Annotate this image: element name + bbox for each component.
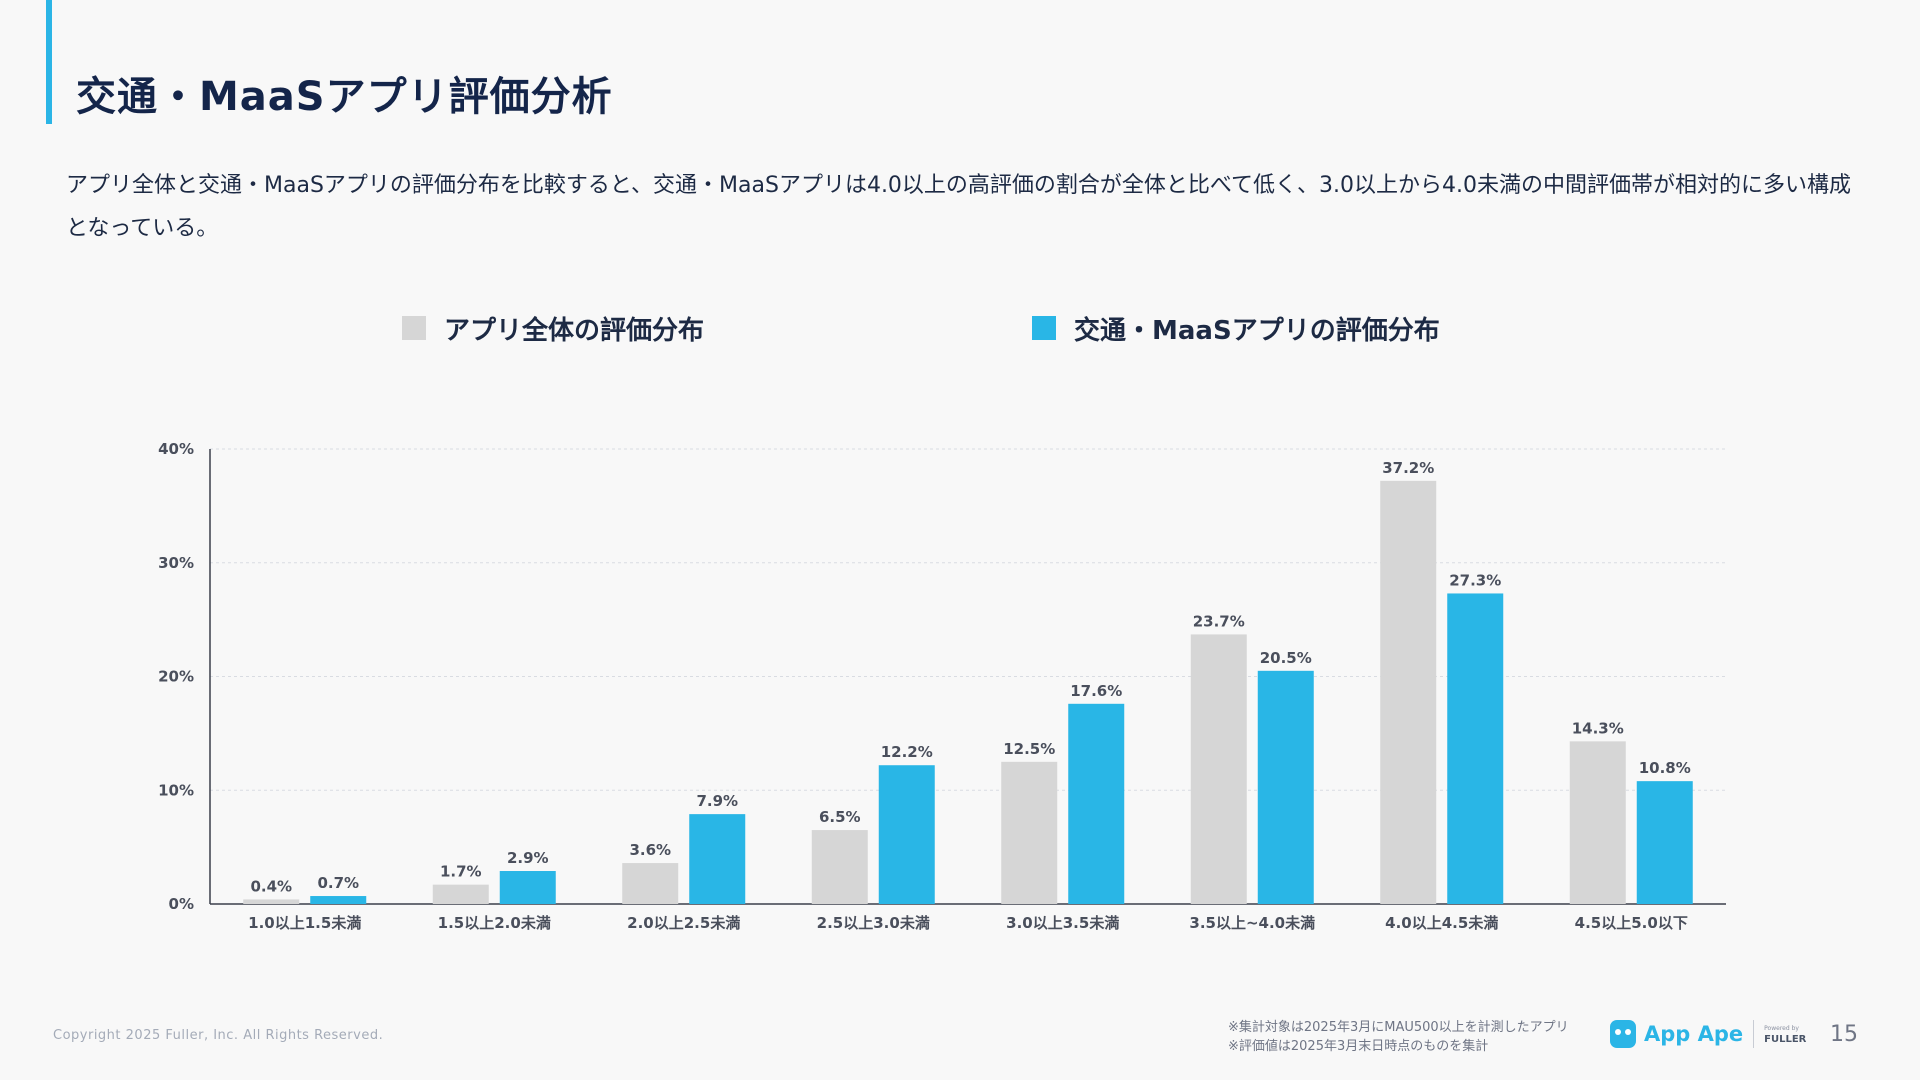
data-label-maas: 7.9% (696, 792, 738, 810)
data-label-all: 3.6% (629, 841, 671, 859)
x-tick-label: 2.0以上2.5未満 (627, 914, 740, 932)
data-label-all: 6.5% (819, 808, 861, 826)
brand-powered-by: Powered by FULLER (1764, 1023, 1806, 1045)
x-tick-label: 4.5以上5.0以下 (1575, 914, 1688, 932)
bar-maas (1068, 703, 1125, 904)
legend-item-maas: 交通・MaaSアプリの評価分布 (1032, 310, 1440, 346)
data-label-all: 37.2% (1382, 459, 1434, 477)
data-label-maas: 0.7% (317, 874, 359, 892)
page-title: 交通・MaaSアプリ評価分析 (76, 74, 613, 120)
data-label-all: 14.3% (1572, 719, 1624, 737)
chart-legend: アプリ全体の評価分布 交通・MaaSアプリの評価分布 (0, 310, 1920, 346)
brand-company: FULLER (1764, 1034, 1807, 1045)
bar-all (622, 863, 679, 904)
brand-powered-label: Powered by (1764, 1025, 1799, 1032)
brand-logo: App Ape Powered by FULLER (1610, 1018, 1806, 1050)
x-tick-label: 3.5以上~4.0未満 (1189, 914, 1315, 932)
x-tick-label: 1.0以上1.5未満 (248, 914, 361, 932)
footnote-2: ※評価値は2025年3月末日時点のものを集計 (1228, 1039, 1489, 1054)
data-label-all: 23.7% (1193, 612, 1245, 630)
y-tick-label: 40% (158, 440, 194, 458)
page-number: 15 (1830, 1022, 1858, 1047)
data-label-all: 12.5% (1003, 740, 1055, 758)
footnotes: ※集計対象は2025年3月にMAU500以上を計測したアプリ ※評価値は2025… (1228, 1018, 1569, 1056)
bar-maas (310, 896, 367, 904)
bar-maas (1447, 593, 1504, 904)
legend-label-all: アプリ全体の評価分布 (444, 315, 705, 346)
bar-chart-svg: 0% 10% 20% 30% 40% 0.4% 0.7% 1.0以上1.5未満 1.7% 2.9%… (158, 440, 1726, 932)
x-tick-label: 4.0以上4.5未満 (1385, 914, 1498, 932)
footnote-1: ※集計対象は2025年3月にMAU500以上を計測したアプリ (1228, 1020, 1569, 1035)
data-label-maas: 2.9% (507, 849, 549, 867)
bar-maas (499, 871, 556, 904)
bar-maas (1257, 670, 1314, 904)
bar-all (1380, 480, 1437, 904)
legend-item-all: アプリ全体の評価分布 (402, 310, 704, 346)
x-tick-label: 2.5以上3.0未満 (817, 914, 930, 932)
bar-all (1190, 634, 1247, 904)
bar-all (811, 830, 868, 904)
title-accent-bar (46, 0, 52, 124)
y-tick-label: 10% (158, 781, 194, 799)
data-label-maas: 17.6% (1070, 682, 1122, 700)
data-label-maas: 27.3% (1449, 571, 1501, 589)
y-tick-label: 30% (158, 554, 194, 572)
bar-maas (878, 765, 935, 904)
legend-label-maas: 交通・MaaSアプリの評価分布 (1074, 315, 1440, 346)
bar-maas (1636, 781, 1693, 904)
data-label-maas: 12.2% (881, 743, 933, 761)
y-tick-label: 0% (169, 895, 194, 913)
bar-all (1001, 761, 1058, 904)
copyright: Copyright 2025 Fuller, Inc. All Rights R… (53, 1028, 384, 1043)
data-label-all: 0.4% (250, 877, 292, 895)
data-label-all: 1.7% (440, 863, 482, 881)
y-tick-label: 20% (158, 668, 194, 686)
description-text: アプリ全体と交通・MaaSアプリの評価分布を比較すると、交通・MaaSアプリは4… (66, 173, 1852, 241)
legend-swatch-maas (1032, 316, 1056, 340)
app-ape-icon (1610, 1020, 1636, 1048)
bar-all (243, 899, 300, 904)
legend-swatch-all (402, 316, 426, 340)
x-tick-label: 3.0以上3.5未満 (1006, 914, 1119, 932)
bar-all (432, 884, 489, 904)
data-label-maas: 10.8% (1639, 759, 1691, 777)
bar-all (1569, 741, 1626, 904)
x-tick-label: 1.5以上2.0未満 (438, 914, 551, 932)
bar-maas (689, 814, 746, 904)
bar-chart: 0% 10% 20% 30% 40% 0.4% 0.7% 1.0以上1.5未満 1.7% 2.9%… (0, 420, 1920, 940)
data-label-maas: 20.5% (1260, 649, 1312, 667)
brand-divider (1753, 1020, 1755, 1048)
brand-name: App Ape (1644, 1022, 1744, 1046)
